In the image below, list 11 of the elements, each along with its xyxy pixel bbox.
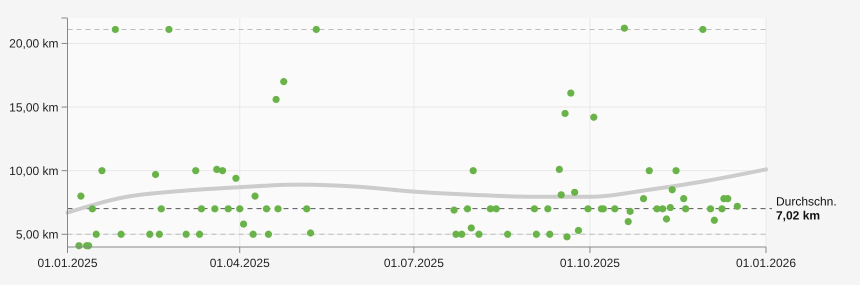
y-tick-label: 20,00 km [9, 36, 59, 51]
x-tick-label: 01.10.2025 [560, 256, 620, 270]
line-series [66, 167, 768, 215]
y-tick-label: 10,00 km [9, 164, 59, 178]
ref-line-label: Durchschn. 7,02 km [776, 194, 837, 223]
x-tick-label: 01.01.2025 [37, 256, 98, 270]
x-tick-label: 01.01.2026 [736, 256, 796, 270]
y-tick-label: 15,00 km [9, 100, 59, 114]
x-tick-label: 01.07.2025 [384, 256, 444, 270]
y-tick-label: 5,00 km [16, 227, 58, 242]
x-tick-label: 01.04.2025 [210, 256, 270, 270]
